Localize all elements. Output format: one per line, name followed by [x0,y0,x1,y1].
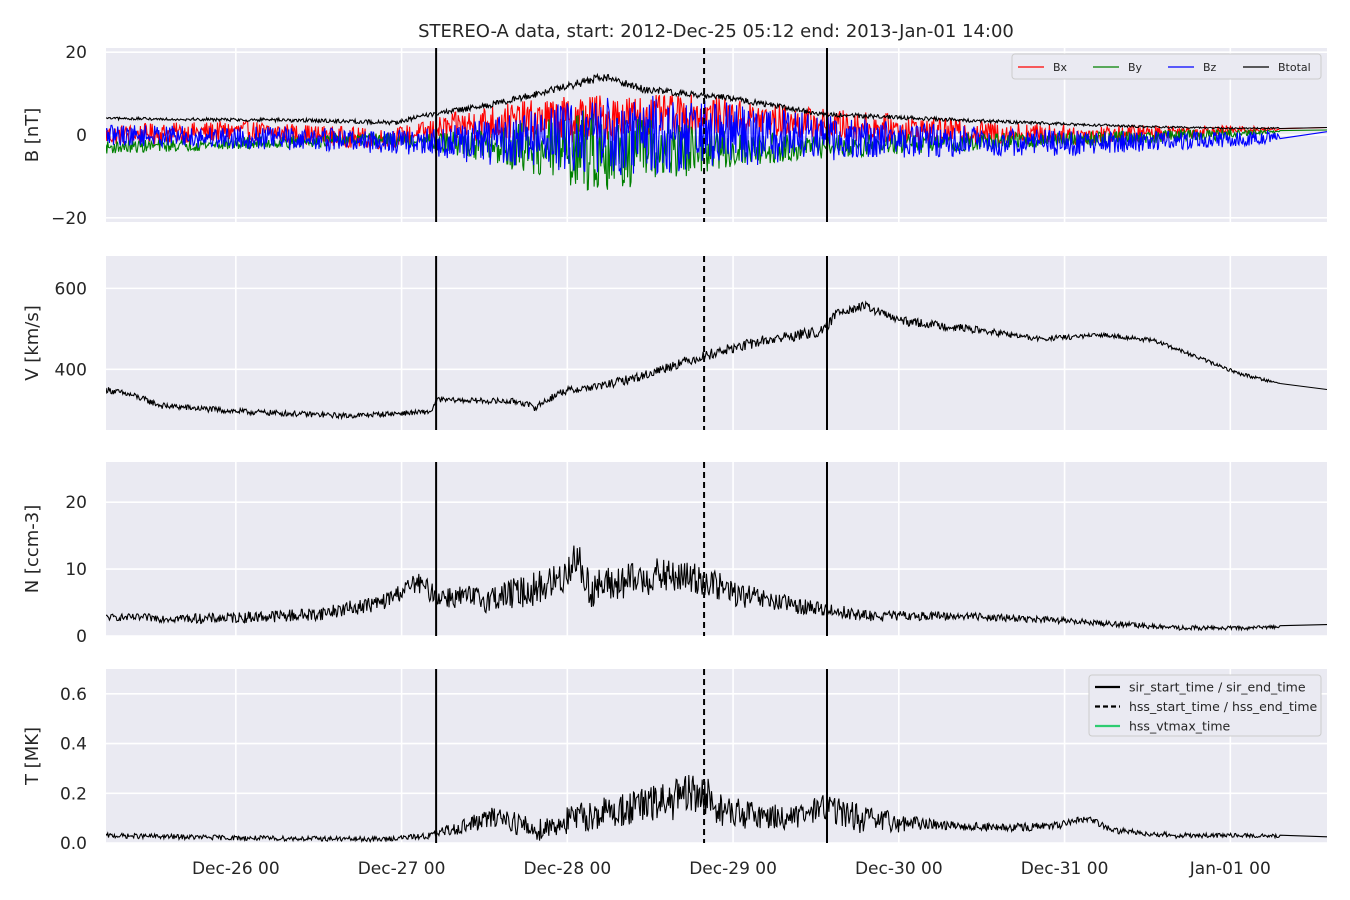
panel-V: 400 600 V [km/s] [22,256,1327,430]
y-tick-label: 0 [76,126,87,146]
legend-label: hss_start_time / hss_end_time [1129,699,1318,714]
panel-N: 0 10 20 N [ccm-3] [22,462,1327,647]
y-tick-label: 0.4 [60,735,87,755]
legend-label: Bx [1053,61,1068,74]
panel-T: 0.0 0.2 0.4 0.6 T [MK] sir_start_time / sir_e… [22,669,1327,854]
legend-label: By [1128,61,1143,74]
y-tick-label: 20 [65,43,87,63]
y-tick-label: 0.2 [60,784,87,804]
series-group [106,545,1327,632]
series-N [106,545,1327,632]
y-axis-label: V [km/s] [22,305,43,380]
x-tick-label: Dec-31 00 [1021,859,1109,879]
y-tick-label: 600 [55,279,87,299]
legend-label: Bz [1203,61,1217,74]
x-axis-ticks: Dec-26 00 Dec-27 00 Dec-28 00 Dec-29 00 Dec-… [192,859,1271,879]
y-axis-label: T [MK] [22,727,43,786]
y-tick-label: 10 [65,560,87,580]
y-tick-label: 0 [76,627,87,647]
series-V [106,300,1327,421]
series-group [106,300,1327,421]
plot-background [106,462,1327,636]
legend-label: sir_start_time / sir_end_time [1129,680,1306,695]
legend-box [1011,53,1322,80]
series-group [106,774,1327,843]
y-tick-label: 0.6 [60,685,87,705]
x-tick-label: Dec-29 00 [689,859,777,879]
y-tick-label: 20 [65,493,87,513]
legend-B: Bx By Bz Btotal [1011,53,1322,80]
panels: −20 0 20 B [nT] Bx By Bz Btotal 400 600 V [km/s] 0 1… [22,43,1327,854]
figure-title: STEREO-A data, start: 2012-Dec-25 05:12 … [418,21,1014,42]
series-group [106,72,1327,191]
y-tick-label: 400 [55,360,87,380]
y-axis-label: B [nT] [22,108,43,163]
x-tick-label: Dec-26 00 [192,859,280,879]
series-Bz [106,95,1327,176]
legend-label: hss_vtmax_time [1129,719,1231,734]
y-tick-label: 0.0 [60,834,87,854]
legend-events: sir_start_time / sir_end_time hss_start_t… [1088,674,1322,737]
legend-box [1088,674,1322,737]
x-tick-label: Jan-01 00 [1189,859,1271,879]
legend-label: Btotal [1278,61,1311,74]
plot-background [106,256,1327,430]
x-tick-label: Dec-28 00 [523,859,611,879]
x-tick-label: Dec-30 00 [855,859,943,879]
series-Btotal [106,72,1327,130]
series-T [106,774,1327,843]
y-axis-label: N [ccm-3] [22,505,43,594]
panel-B: −20 0 20 B [nT] Bx By Bz Btotal [22,43,1327,229]
x-tick-label: Dec-27 00 [358,859,446,879]
y-tick-label: −20 [51,209,87,229]
